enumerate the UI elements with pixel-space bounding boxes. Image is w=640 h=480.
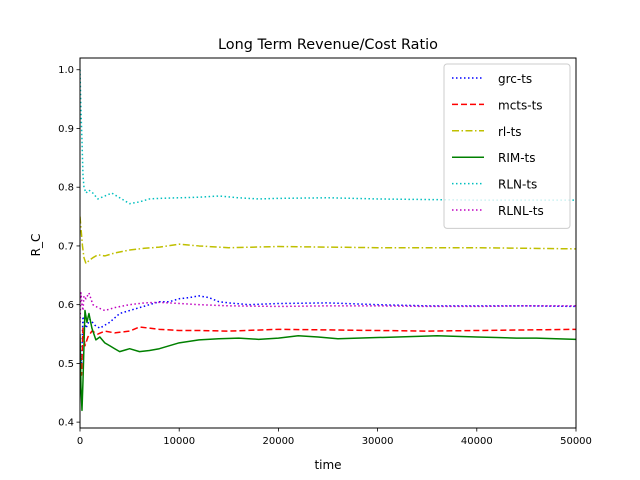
legend: grc-ts mcts-ts rl-ts RIM-ts RLN-ts RLNL-ts (443, 63, 571, 229)
y-axis-title: R_C (29, 234, 43, 257)
x-axis-ticks: 0 10000 20000 30000 40000 50000 (77, 428, 592, 447)
legend-label-grc-ts: grc-ts (498, 72, 532, 86)
x-tick-label: 10000 (163, 436, 195, 447)
y-tick-label: 0.7 (58, 241, 74, 252)
y-tick-label: 0.4 (58, 418, 74, 429)
series-line-RLNL-ts (80, 292, 576, 323)
x-tick-label: 40000 (461, 436, 493, 447)
legend-label-RLN-ts: RLN-ts (498, 178, 537, 192)
y-tick-label: 0.5 (58, 359, 74, 370)
series-layer (80, 69, 576, 412)
legend-label-RIM-ts: RIM-ts (498, 151, 536, 165)
x-axis-title: time (314, 458, 341, 472)
series-line-RIM-ts (80, 309, 576, 412)
plot-frame (79, 57, 577, 429)
y-tick-label: 0.8 (58, 183, 74, 194)
y-tick-label: 1.0 (58, 65, 74, 76)
series-line-RLN-ts (80, 69, 576, 205)
x-tick-label: 0 (77, 436, 83, 447)
series-line-grc-ts (80, 295, 576, 365)
legend-label-RLNL-ts: RLNL-ts (498, 204, 544, 218)
y-axis-ticks: 0.4 0.5 0.6 0.7 0.8 0.9 1.0 (58, 65, 80, 429)
x-tick-label: 30000 (362, 436, 394, 447)
y-tick-label: 0.6 (58, 300, 74, 311)
x-tick-label: 20000 (262, 436, 294, 447)
chart-title: Long Term Revenue/Cost Ratio (218, 37, 438, 53)
y-tick-label: 0.9 (58, 124, 74, 135)
legend-label-rl-ts: rl-ts (498, 125, 522, 139)
series-line-mcts-ts (80, 326, 576, 376)
series-line-rl-ts (80, 216, 576, 265)
x-tick-label: 50000 (560, 436, 592, 447)
legend-label-mcts-ts: mcts-ts (498, 98, 543, 112)
